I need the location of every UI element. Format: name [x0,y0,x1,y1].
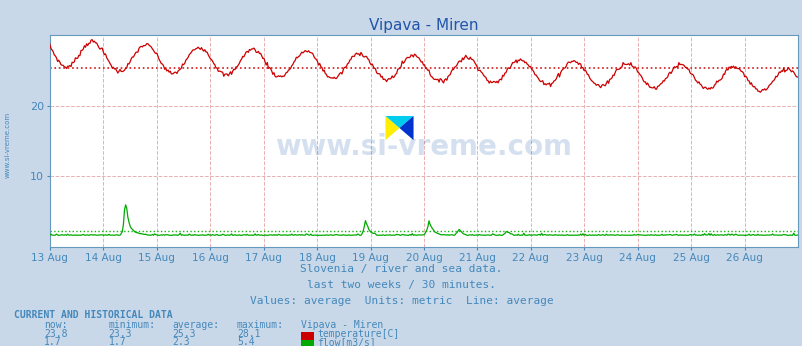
Text: 1.7: 1.7 [44,337,62,346]
Text: Vipava - Miren: Vipava - Miren [301,320,383,330]
Text: now:: now: [44,320,67,330]
Text: last two weeks / 30 minutes.: last two weeks / 30 minutes. [306,280,496,290]
Text: 23.8: 23.8 [44,329,67,339]
Text: 25.3: 25.3 [172,329,196,339]
Title: Vipava - Miren: Vipava - Miren [369,18,478,34]
Text: CURRENT AND HISTORICAL DATA: CURRENT AND HISTORICAL DATA [14,310,173,320]
Text: www.si-vreme.com: www.si-vreme.com [5,112,10,179]
Text: flow[m3/s]: flow[m3/s] [317,337,375,346]
Text: 28.1: 28.1 [237,329,260,339]
Text: 1.7: 1.7 [108,337,126,346]
Text: Slovenia / river and sea data.: Slovenia / river and sea data. [300,264,502,274]
Text: 5.4: 5.4 [237,337,254,346]
Polygon shape [385,116,413,128]
Text: temperature[C]: temperature[C] [317,329,399,339]
Text: maximum:: maximum: [237,320,284,330]
Text: minimum:: minimum: [108,320,156,330]
Text: Values: average  Units: metric  Line: average: Values: average Units: metric Line: aver… [249,296,553,306]
Polygon shape [385,116,399,140]
Text: 23.3: 23.3 [108,329,132,339]
Text: 2.3: 2.3 [172,337,190,346]
Text: www.si-vreme.com: www.si-vreme.com [275,133,572,161]
Text: average:: average: [172,320,220,330]
Polygon shape [399,116,413,140]
